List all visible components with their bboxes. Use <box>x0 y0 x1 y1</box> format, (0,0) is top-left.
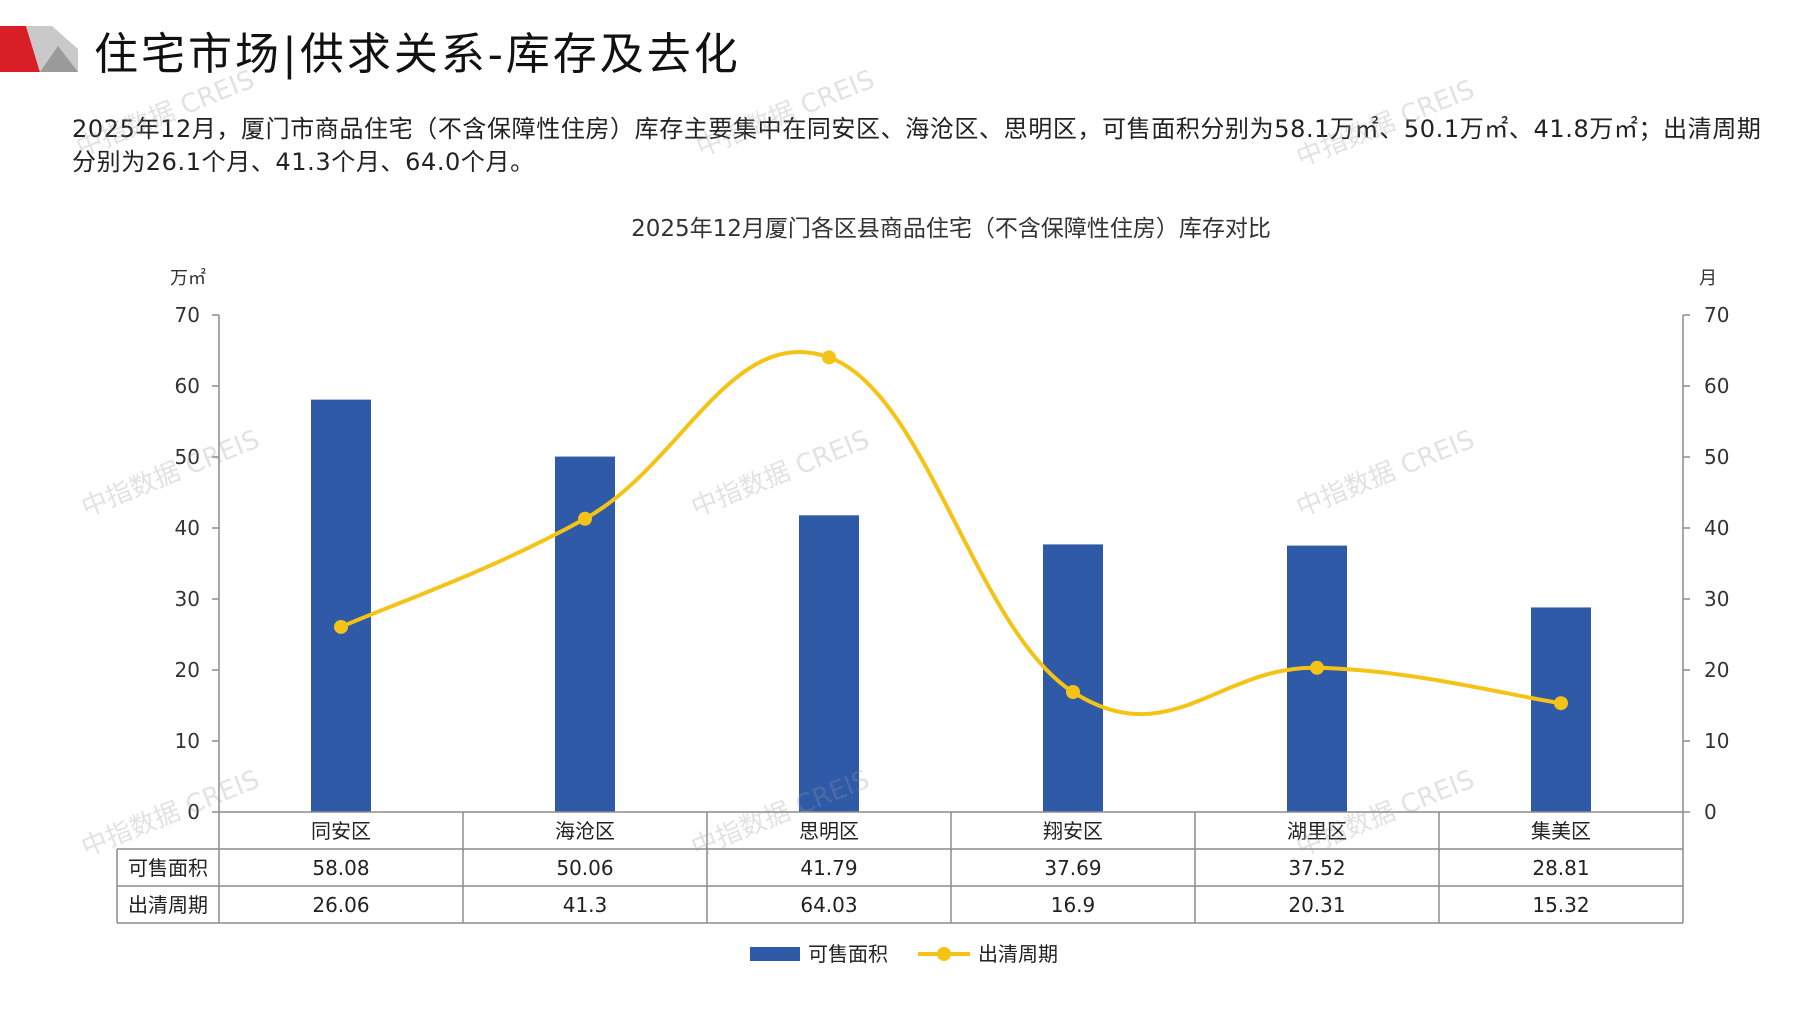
table-cell: 20.31 <box>1288 893 1345 917</box>
table-cell: 58.08 <box>312 856 369 880</box>
legend-line-marker <box>937 947 951 961</box>
brand-logo-icon <box>0 26 78 72</box>
line-point <box>334 619 348 634</box>
table-cell: 41.3 <box>563 893 608 917</box>
legend-label: 出清周期 <box>978 942 1058 966</box>
table-cell: 50.06 <box>556 856 613 880</box>
table-cell: 64.03 <box>800 893 857 917</box>
category-label: 翔安区 <box>1043 819 1103 843</box>
chart-title: 2025年12月厦门各区县商品住宅（不含保障性住房）库存对比 <box>631 216 1271 242</box>
y-right-tick-label: 0 <box>1704 800 1717 824</box>
line-point <box>1310 660 1324 675</box>
line-point <box>578 511 592 526</box>
category-label: 湖里区 <box>1287 819 1347 843</box>
category-label: 海沧区 <box>555 819 615 843</box>
category-label: 思明区 <box>799 819 859 843</box>
y-left-tick-label: 20 <box>175 658 200 682</box>
y-left-unit: 万㎡ <box>170 267 206 289</box>
table-cell: 26.06 <box>312 893 369 917</box>
category-label: 同安区 <box>311 819 371 843</box>
bar <box>311 399 371 812</box>
y-left-tick-label: 0 <box>187 800 200 824</box>
table-cell: 28.81 <box>1532 856 1589 880</box>
legend-label: 可售面积 <box>808 942 888 966</box>
y-right-unit: 月 <box>1699 268 1717 289</box>
table-row-label: 可售面积 <box>128 856 208 880</box>
line-point <box>1554 696 1568 711</box>
table-cell: 41.79 <box>800 856 857 880</box>
table-row-label: 出清周期 <box>128 893 208 917</box>
summary-text: 2025年12月，厦门市商品住宅（不含保障性住房）库存主要集中在同安区、海沧区、… <box>72 115 1762 176</box>
y-left-tick-label: 70 <box>175 303 200 327</box>
y-right-tick-label: 40 <box>1704 516 1729 540</box>
page-title: 住宅市场|供求关系-库存及去化 <box>94 29 741 80</box>
y-right-tick-label: 20 <box>1704 658 1729 682</box>
y-left-tick-label: 60 <box>175 374 200 398</box>
category-label: 集美区 <box>1531 819 1591 843</box>
legend-bar-swatch <box>750 947 800 961</box>
y-left-tick-label: 30 <box>175 587 200 611</box>
bar <box>1043 544 1103 812</box>
y-left-tick-label: 50 <box>175 445 200 469</box>
y-right-tick-label: 10 <box>1704 729 1729 753</box>
line-point <box>1066 685 1080 700</box>
y-right-tick-label: 60 <box>1704 374 1729 398</box>
y-right-tick-label: 30 <box>1704 587 1729 611</box>
bar <box>799 515 859 812</box>
bar <box>555 456 615 812</box>
y-left-tick-label: 40 <box>175 516 200 540</box>
table-cell: 37.69 <box>1044 856 1101 880</box>
line-point <box>822 350 836 365</box>
table-cell: 37.52 <box>1288 856 1345 880</box>
table-cell: 15.32 <box>1532 893 1589 917</box>
series-line <box>340 350 1562 717</box>
y-right-tick-label: 70 <box>1704 303 1729 327</box>
y-right-tick-label: 50 <box>1704 445 1729 469</box>
bar <box>1287 545 1347 812</box>
table-cell: 16.9 <box>1051 893 1096 917</box>
y-left-tick-label: 10 <box>175 729 200 753</box>
